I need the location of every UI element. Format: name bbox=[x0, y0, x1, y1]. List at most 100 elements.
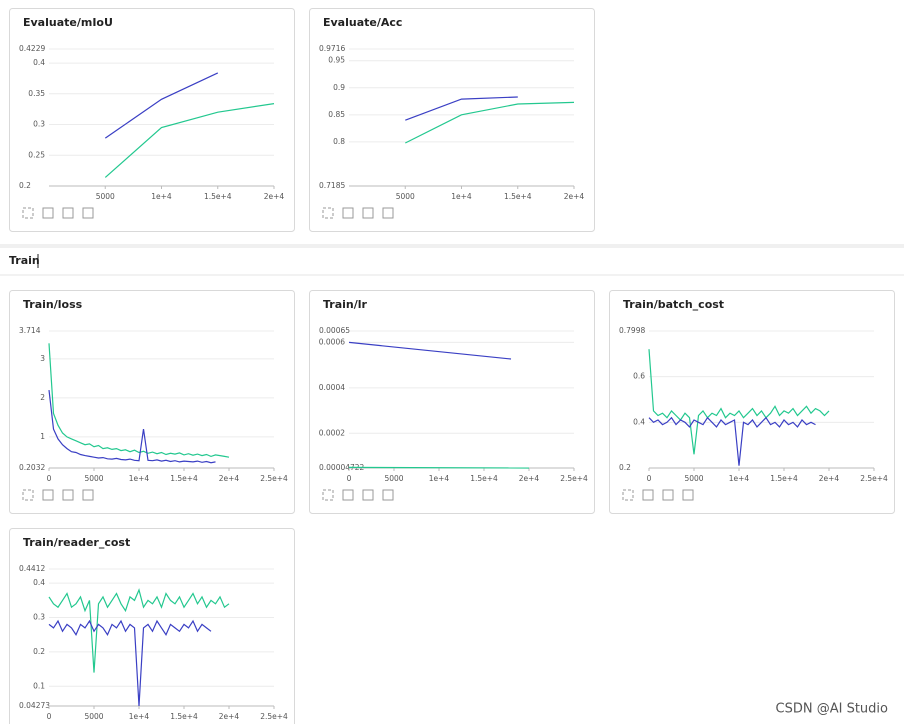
y-tick-label: 0.00004722 bbox=[319, 463, 365, 472]
y-tick-label: 0.4 bbox=[33, 58, 45, 67]
x-tick-label: 5000 bbox=[684, 474, 703, 483]
x-tick-label: 1e+4 bbox=[129, 712, 150, 721]
filter-icon[interactable] bbox=[62, 489, 74, 501]
y-tick-label: 0.6 bbox=[633, 372, 645, 381]
y-tick-label: 0.85 bbox=[328, 110, 345, 119]
chart-title: Evaluate/Acc bbox=[323, 16, 402, 29]
y-tick-label: 0.9 bbox=[333, 83, 345, 92]
x-tick-label: 2.5e+4 bbox=[560, 474, 588, 483]
expand-icon[interactable] bbox=[622, 489, 634, 501]
y-tick-label: 0.04273 bbox=[19, 701, 50, 710]
y-tick-label: 0.0002 bbox=[319, 428, 345, 437]
select-icon[interactable] bbox=[342, 207, 354, 219]
chart-card: Evaluate/mIoU 0.2 0.25 0.3 0.35 0.4 0.4229 5000… bbox=[9, 8, 295, 232]
y-tick-label: 0.95 bbox=[328, 56, 345, 65]
x-tick-label: 0 bbox=[47, 474, 52, 483]
y-tick-label: 0.7185 bbox=[319, 181, 345, 190]
section-band bbox=[0, 244, 904, 248]
x-tick-label: 2e+4 bbox=[819, 474, 840, 483]
x-tick-label: 1e+4 bbox=[451, 192, 472, 201]
y-tick-label: 0.4 bbox=[633, 417, 645, 426]
chart-card: Train/reader_cost 0.04273 0.1 0.2 0.3 0.4 0.44… bbox=[9, 528, 295, 724]
filter-icon[interactable] bbox=[662, 489, 674, 501]
series-line bbox=[104, 72, 219, 139]
x-tick-label: 2e+4 bbox=[264, 192, 285, 201]
x-tick-label: 1.5e+4 bbox=[504, 192, 532, 201]
y-tick-label: 3 bbox=[40, 354, 45, 363]
series-line bbox=[648, 349, 830, 455]
y-tick-label: 0.2032 bbox=[19, 463, 45, 472]
chart-title: Train/batch_cost bbox=[623, 298, 724, 311]
series-line bbox=[348, 466, 530, 469]
download-icon[interactable] bbox=[82, 207, 94, 219]
card-border bbox=[9, 8, 295, 232]
x-tick-label: 1.5e+4 bbox=[170, 474, 198, 483]
y-tick-label: 0.8 bbox=[333, 137, 345, 146]
y-tick-label: 0.4229 bbox=[19, 44, 45, 53]
x-tick-label: 5000 bbox=[96, 192, 115, 201]
series-line bbox=[48, 619, 212, 707]
x-tick-label: 0 bbox=[47, 712, 52, 721]
expand-icon[interactable] bbox=[322, 207, 334, 219]
chart-title: Evaluate/mIoU bbox=[23, 16, 113, 29]
chart-title: Train/loss bbox=[23, 298, 83, 311]
chart-card: Train/batch_cost 0.2 0.4 0.6 0.7998 0 5000 1e+4… bbox=[609, 290, 895, 514]
y-tick-label: 0.4412 bbox=[19, 564, 45, 573]
filter-icon[interactable] bbox=[62, 207, 74, 219]
y-tick-label: 0.35 bbox=[28, 89, 45, 98]
x-tick-label: 0 bbox=[647, 474, 652, 483]
y-tick-label: 0.2 bbox=[19, 181, 31, 190]
y-tick-label: 0.3 bbox=[33, 613, 45, 622]
x-tick-label: 5000 bbox=[396, 192, 415, 201]
y-tick-label: 0.3 bbox=[33, 120, 45, 129]
x-tick-label: 2e+4 bbox=[219, 474, 240, 483]
x-tick-label: 0 bbox=[347, 474, 352, 483]
chart-card: Train/lr 0.00004722 0.0002 0.0004 0.0006 0.00… bbox=[309, 290, 595, 514]
select-icon[interactable] bbox=[642, 489, 654, 501]
expand-icon[interactable] bbox=[22, 489, 34, 501]
y-tick-label: 0.2 bbox=[619, 463, 631, 472]
card-border bbox=[9, 290, 295, 514]
select-icon[interactable] bbox=[42, 489, 54, 501]
y-tick-label: 2 bbox=[40, 393, 45, 402]
x-tick-label: 5000 bbox=[84, 712, 103, 721]
y-tick-label: 0.2 bbox=[33, 647, 45, 656]
y-tick-label: 0.25 bbox=[28, 150, 45, 159]
section-title: Train bbox=[9, 254, 40, 267]
card-border bbox=[309, 290, 595, 514]
x-tick-label: 2.5e+4 bbox=[860, 474, 888, 483]
filter-icon[interactable] bbox=[362, 489, 374, 501]
x-tick-label: 1.5e+4 bbox=[170, 712, 198, 721]
x-tick-label: 2e+4 bbox=[519, 474, 540, 483]
y-tick-label: 0.7998 bbox=[619, 326, 645, 335]
expand-icon[interactable] bbox=[322, 489, 334, 501]
y-tick-label: 3.714 bbox=[19, 326, 41, 335]
y-tick-label: 0.0004 bbox=[319, 383, 345, 392]
series-line bbox=[48, 588, 230, 673]
x-tick-label: 2.5e+4 bbox=[260, 474, 288, 483]
download-icon[interactable] bbox=[382, 207, 394, 219]
y-tick-label: 0.4 bbox=[33, 578, 45, 587]
x-tick-label: 2e+4 bbox=[219, 712, 240, 721]
chart-card: Evaluate/Acc 0.7185 0.8 0.85 0.9 0.95 0.9716 50… bbox=[309, 8, 595, 232]
x-tick-label: 1.5e+4 bbox=[204, 192, 232, 201]
filter-icon[interactable] bbox=[362, 207, 374, 219]
series-line bbox=[405, 101, 575, 144]
y-tick-label: 1 bbox=[40, 432, 45, 441]
x-tick-label: 2.5e+4 bbox=[260, 712, 288, 721]
y-tick-label: 0.00065 bbox=[319, 326, 350, 335]
download-icon[interactable] bbox=[682, 489, 694, 501]
download-icon[interactable] bbox=[382, 489, 394, 501]
x-tick-label: 2e+4 bbox=[564, 192, 585, 201]
y-tick-label: 0.9716 bbox=[319, 44, 345, 53]
series-line bbox=[348, 341, 512, 360]
chart-card: Train/loss 0.2032 1 2 3 3.714 0 5000 1e+4 1.5e+4 2… bbox=[9, 290, 295, 514]
expand-icon[interactable] bbox=[22, 207, 34, 219]
select-icon[interactable] bbox=[42, 207, 54, 219]
select-icon[interactable] bbox=[342, 489, 354, 501]
series-line bbox=[405, 96, 518, 121]
x-tick-label: 1e+4 bbox=[129, 474, 150, 483]
download-icon[interactable] bbox=[82, 489, 94, 501]
series-line bbox=[648, 416, 816, 466]
